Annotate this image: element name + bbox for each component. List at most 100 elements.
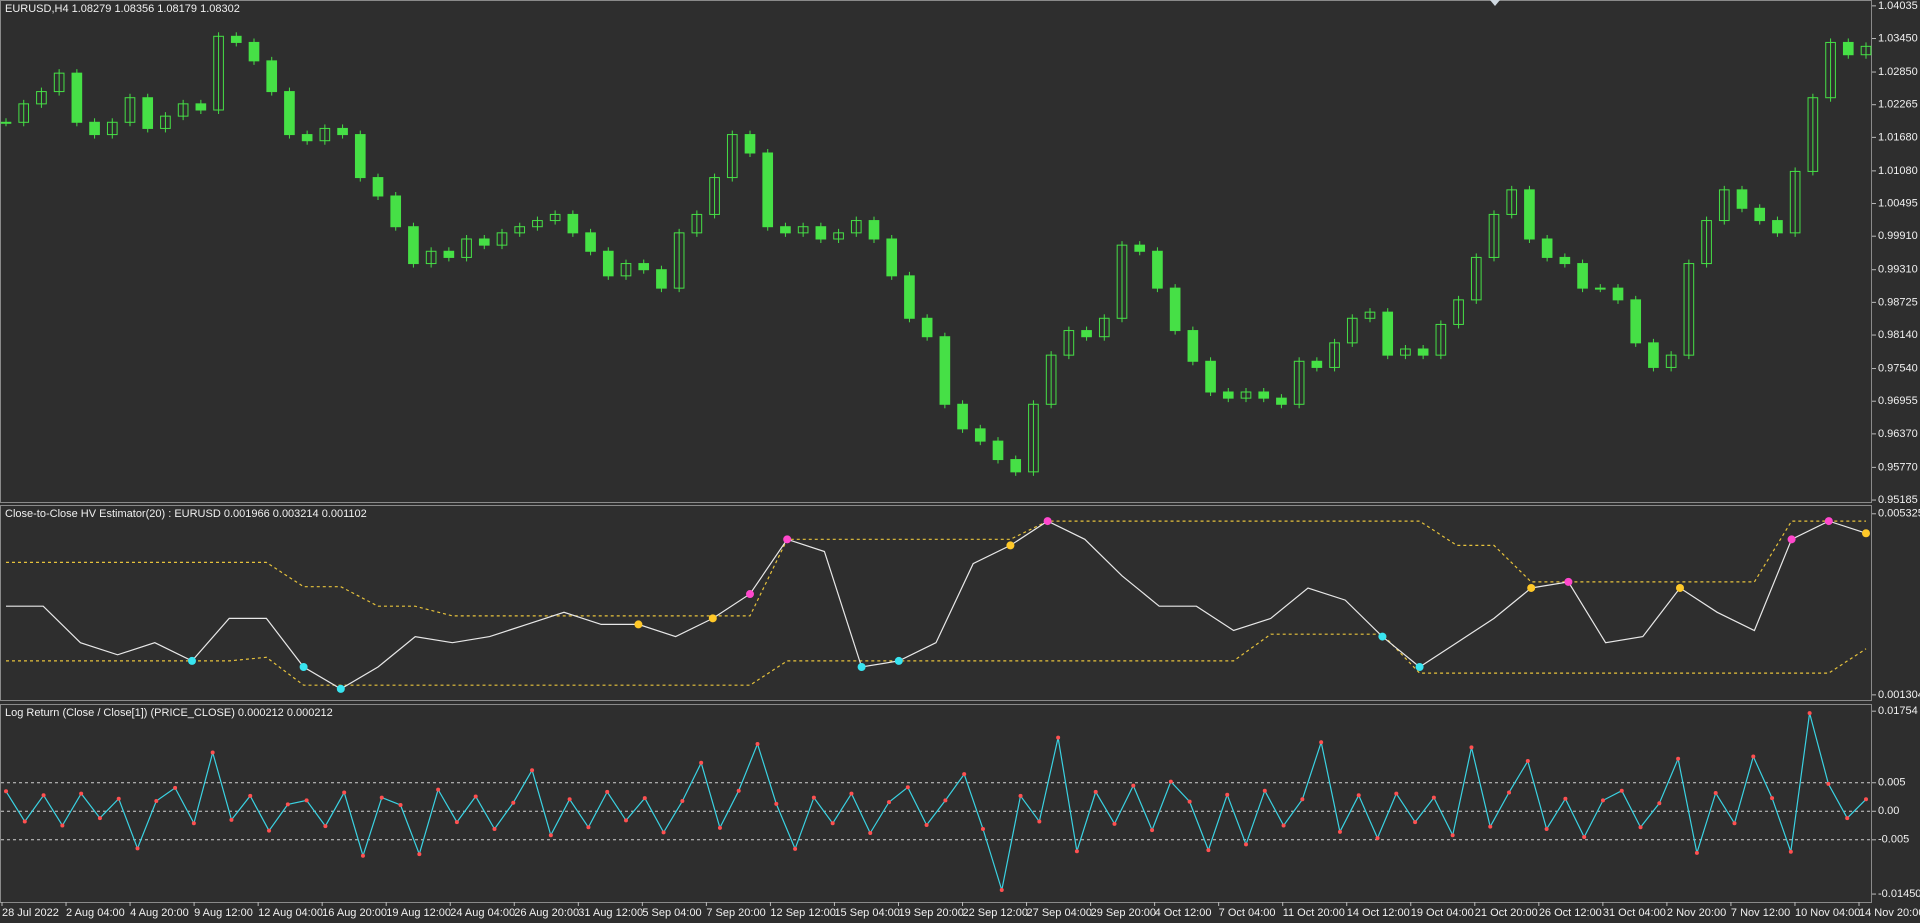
y-tick-label: 0.98140	[1878, 329, 1918, 341]
x-tick-label: 12 Sep 12:00	[770, 907, 835, 919]
x-tick-label: 28 Jul 2022	[2, 907, 59, 919]
value-dot	[586, 825, 591, 830]
value-dot	[680, 799, 685, 804]
candle-body	[1541, 238, 1553, 258]
candle-body	[1524, 189, 1535, 240]
value-dot	[473, 794, 478, 799]
candle-body	[1559, 256, 1571, 265]
candle-body	[1772, 220, 1783, 234]
candle-body	[549, 213, 561, 222]
candle-body	[1276, 397, 1287, 405]
value-dot	[1544, 826, 1549, 831]
candle-body	[1825, 41, 1836, 99]
value-dot	[1300, 797, 1305, 802]
candle-body	[850, 220, 862, 234]
x-tick-label: 24 Aug 04:00	[450, 907, 515, 919]
value-dot	[1262, 788, 1267, 793]
candle-body	[36, 91, 47, 105]
signal-dot	[1043, 517, 1052, 526]
signal-dot	[299, 662, 308, 671]
value-dot	[1225, 792, 1230, 797]
value-dot	[1507, 790, 1512, 795]
candle-body	[372, 177, 384, 197]
x-tick-label: 14 Nov 20:00	[1859, 907, 1920, 919]
candle-body	[89, 121, 100, 136]
candle-body	[1311, 360, 1323, 368]
value-dot	[1431, 795, 1436, 800]
value-dot	[530, 768, 535, 773]
value-dot	[1582, 834, 1587, 839]
candle-body	[1116, 244, 1128, 319]
value-dot	[1488, 824, 1493, 829]
value-dot	[1131, 783, 1136, 788]
candle-body	[337, 127, 348, 136]
panel-border	[0, 505, 1872, 701]
x-tick-label: 31 Aug 12:00	[578, 907, 643, 919]
candle-body	[1754, 207, 1766, 222]
candle-body	[319, 127, 331, 142]
candle-body	[160, 115, 171, 129]
candle-body	[1169, 287, 1181, 332]
indicator-line	[5, 712, 1867, 891]
y-tick-label: 0.005	[1878, 777, 1906, 789]
y-tick-label: 0.01754	[1878, 705, 1918, 717]
value-dot	[1713, 791, 1718, 796]
y-tick-label: 1.03450	[1878, 32, 1918, 44]
value-dot	[1375, 836, 1380, 841]
candle-body	[992, 440, 1004, 461]
x-tick-label: 27 Sep 04:00	[1027, 907, 1092, 919]
candle-body	[142, 97, 154, 129]
value-dot	[980, 826, 985, 831]
value-dot	[1074, 849, 1079, 854]
signal-dot	[336, 684, 345, 693]
candle-body	[478, 238, 490, 246]
candle-body	[1293, 360, 1305, 405]
value-dot	[1150, 828, 1155, 833]
candle-body	[390, 195, 402, 228]
y-tick-label: 1.01680	[1878, 131, 1918, 143]
candle-body	[1364, 311, 1376, 319]
value-dot	[116, 796, 121, 801]
candle-body	[1665, 354, 1677, 368]
x-tick-label: 10 Nov 04:00	[1795, 907, 1860, 919]
candle-body	[1648, 342, 1659, 368]
value-dot	[1187, 799, 1192, 804]
value-dot	[1732, 821, 1737, 826]
candle-body	[1435, 323, 1447, 356]
candle-body	[656, 269, 667, 289]
candle-body	[106, 121, 118, 136]
signal-dot	[1862, 529, 1870, 538]
value-dot	[567, 797, 572, 802]
candle-body	[974, 428, 986, 442]
signal-dot	[1527, 583, 1536, 592]
value-dot	[398, 802, 403, 807]
band-line	[6, 633, 1867, 686]
value-dot	[1281, 823, 1286, 828]
candle-body	[833, 232, 844, 240]
candle-body	[230, 35, 242, 43]
x-tick-label: 14 Oct 12:00	[1347, 907, 1410, 919]
candle-body	[1470, 256, 1482, 301]
candle-body	[1594, 287, 1606, 290]
candle-body	[195, 103, 207, 111]
value-dot	[1206, 848, 1211, 853]
candle-body	[939, 336, 951, 405]
candle-body	[1683, 263, 1695, 356]
value-dot	[210, 750, 215, 755]
value-dot	[943, 798, 948, 803]
value-dot	[887, 800, 892, 805]
x-tick-label: 21 Oct 20:00	[1475, 907, 1538, 919]
candle-body	[1736, 189, 1748, 209]
value-dot	[793, 846, 798, 851]
value-dot	[642, 796, 647, 801]
candle-body	[284, 91, 295, 136]
value-dot	[905, 785, 910, 790]
candle-body	[0, 121, 12, 124]
value-dot	[154, 799, 159, 804]
y-tick-label: 0.98725	[1878, 296, 1918, 308]
x-tick-label: 11 Oct 20:00	[1283, 907, 1345, 919]
value-dot	[1469, 745, 1474, 750]
candle-body	[585, 232, 596, 252]
candle-body	[1488, 213, 1500, 258]
